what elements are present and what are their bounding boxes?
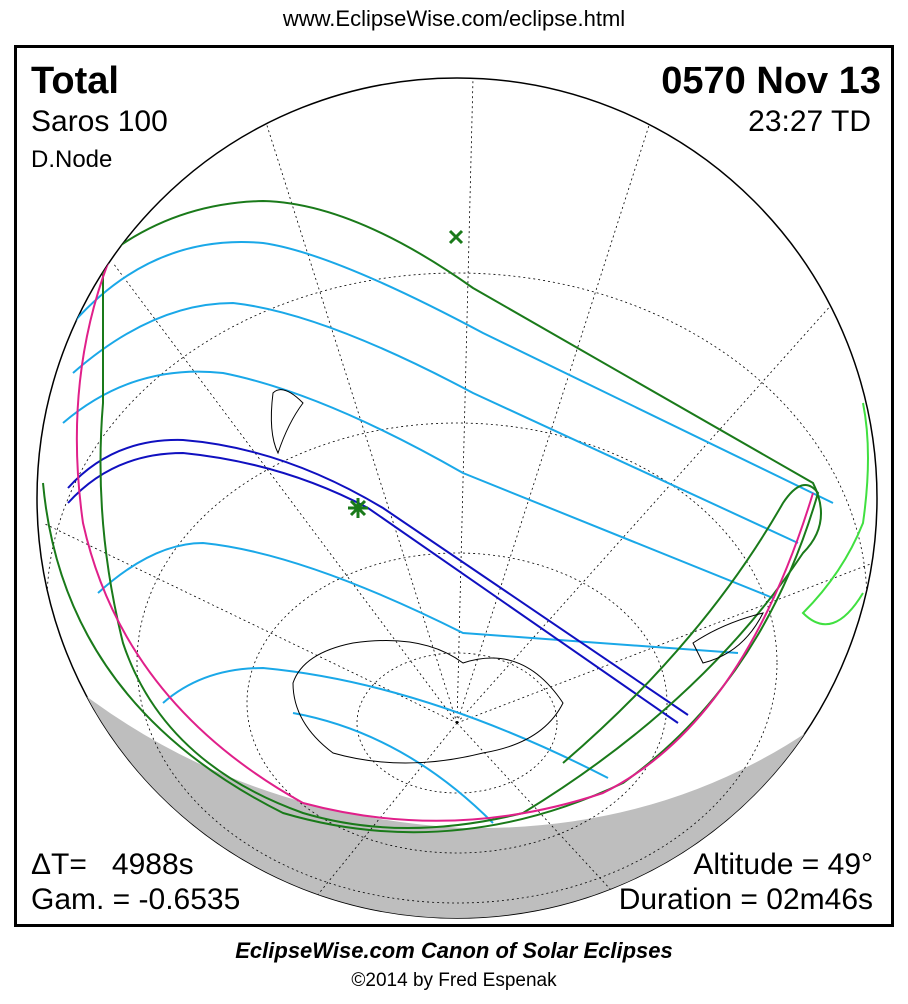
globe-map — [36, 77, 878, 919]
eclipse-map-frame: Total Saros 100 D.Node 0570 Nov 13 23:27… — [14, 45, 894, 927]
url-header: www.EclipseWise.com/eclipse.html — [282, 6, 626, 31]
gamma: Gam. = -0.6535 — [31, 883, 241, 916]
footer-copyright: ©2014 by Fred Espenak — [351, 970, 557, 991]
node: D.Node — [31, 146, 113, 173]
subsolar-point-marker — [448, 229, 464, 245]
altitude: Altitude = 49° — [693, 848, 873, 881]
rise-set-curve — [75, 262, 814, 822]
saros-number: Saros 100 — [31, 105, 168, 138]
coastline-new-zealand — [801, 402, 869, 626]
greatest-eclipse-marker — [348, 498, 368, 518]
penumbral-limits — [42, 199, 822, 834]
eclipse-date: 0570 Nov 13 — [661, 60, 881, 102]
partial-eclipse-lines — [62, 241, 834, 824]
duration: Duration = 02m46s — [618, 883, 873, 916]
footer-title: EclipseWise.com Canon of Solar Eclipses — [235, 938, 673, 963]
central-path — [67, 438, 689, 724]
eclipse-type: Total — [31, 60, 119, 102]
delta-t: ΔT= 4988s — [31, 848, 194, 881]
eclipse-time: 23:27 TD — [748, 105, 871, 138]
coastlines — [270, 389, 764, 764]
